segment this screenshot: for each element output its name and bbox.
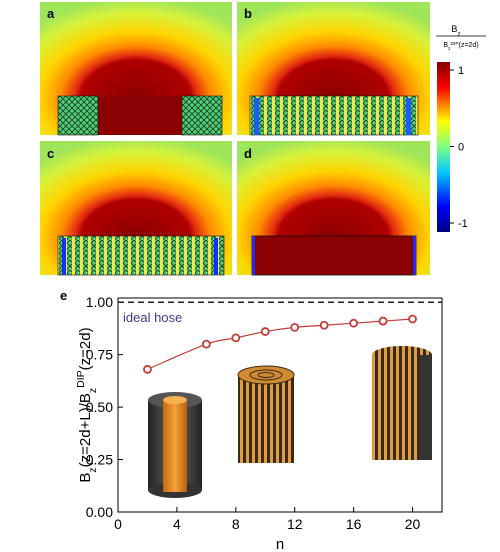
panel-c — [40, 141, 232, 276]
panel-label: a — [47, 6, 55, 21]
y-axis-label-part: z — [87, 467, 99, 472]
colorbar-tick-label: 0 — [458, 142, 464, 154]
x-tick-label: 4 — [173, 516, 181, 532]
panel-labels: a b c d — [47, 6, 252, 161]
y-tick-label: 0.00 — [86, 504, 113, 520]
y-tick-label: 0.25 — [86, 452, 113, 468]
colorbar-label-bottom-part: (z=2d) — [459, 42, 479, 49]
data-point — [349, 318, 359, 328]
reference-label: ideal hose — [123, 310, 182, 325]
data-point — [378, 316, 388, 326]
panel-d — [237, 141, 430, 276]
data-point — [408, 314, 417, 324]
y-axis-label-part: (z=2d) — [77, 327, 94, 370]
data-point — [201, 339, 211, 349]
y-tick-label: 1.00 — [86, 294, 113, 310]
colorbar-label-bottom-part: B — [443, 42, 448, 49]
y-axis-label: Bz(z=2d+L)/BzDIP(z=2d) — [75, 327, 99, 482]
y-axis-label-part: B — [77, 473, 94, 483]
panel-label: c — [47, 146, 54, 161]
plot-frame — [117, 297, 443, 513]
panel-label: e — [60, 288, 67, 303]
colorbar-label-bottom-part: z — [448, 47, 451, 52]
data-point — [231, 333, 241, 343]
colorbar-label-top-part: B — [451, 24, 457, 34]
colorbar-label-bottom: BzDIP(z=2d) — [443, 41, 478, 52]
colorbar-tick-label: 1 — [458, 65, 464, 77]
colorbar-label-bottom-part: DIP — [450, 41, 458, 47]
x-tick-label: 20 — [405, 516, 421, 532]
panel-label: d — [244, 146, 252, 161]
colorbar-label-top: Bz — [451, 24, 460, 38]
data-point — [143, 364, 152, 374]
panel-a — [40, 2, 232, 136]
data-point — [260, 327, 270, 336]
data-point — [290, 322, 300, 332]
y-tick-label: 0.50 — [86, 399, 113, 415]
colorbar-tick-label: -1 — [458, 218, 468, 230]
y-axis-label-part: (z=2d+L)/B — [77, 393, 94, 467]
data-point — [319, 320, 329, 330]
x-axis-label: n — [276, 536, 284, 552]
panel-label: b — [244, 6, 252, 21]
y-axis-label-part: z — [87, 388, 99, 393]
panel-b — [237, 2, 430, 136]
x-tick-label: 16 — [346, 516, 362, 532]
x-tick-label: 0 — [114, 516, 122, 532]
chart-e: e 0.00 0.25 0.50 0.75 1.00 0 4 8 12 16 20 n Bz(z=2d+L… — [60, 288, 443, 552]
cylinders — [148, 346, 432, 498]
colorbar — [437, 62, 450, 232]
colorbar-label-top-part: z — [457, 31, 460, 38]
x-tick-label: 12 — [287, 516, 303, 532]
y-tick-label: 0.75 — [86, 347, 113, 363]
x-tick-label: 8 — [232, 516, 240, 532]
y-axis-label-part: DIP — [75, 370, 87, 388]
